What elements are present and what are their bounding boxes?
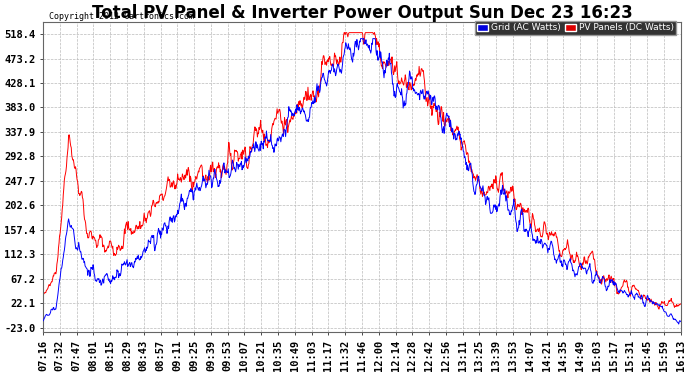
Title: Total PV Panel & Inverter Power Output Sun Dec 23 16:23: Total PV Panel & Inverter Power Output S… xyxy=(92,4,632,22)
Legend: Grid (AC Watts), PV Panels (DC Watts): Grid (AC Watts), PV Panels (DC Watts) xyxy=(475,21,676,35)
Text: Copyright 2012 Cartronics.com: Copyright 2012 Cartronics.com xyxy=(50,12,195,21)
